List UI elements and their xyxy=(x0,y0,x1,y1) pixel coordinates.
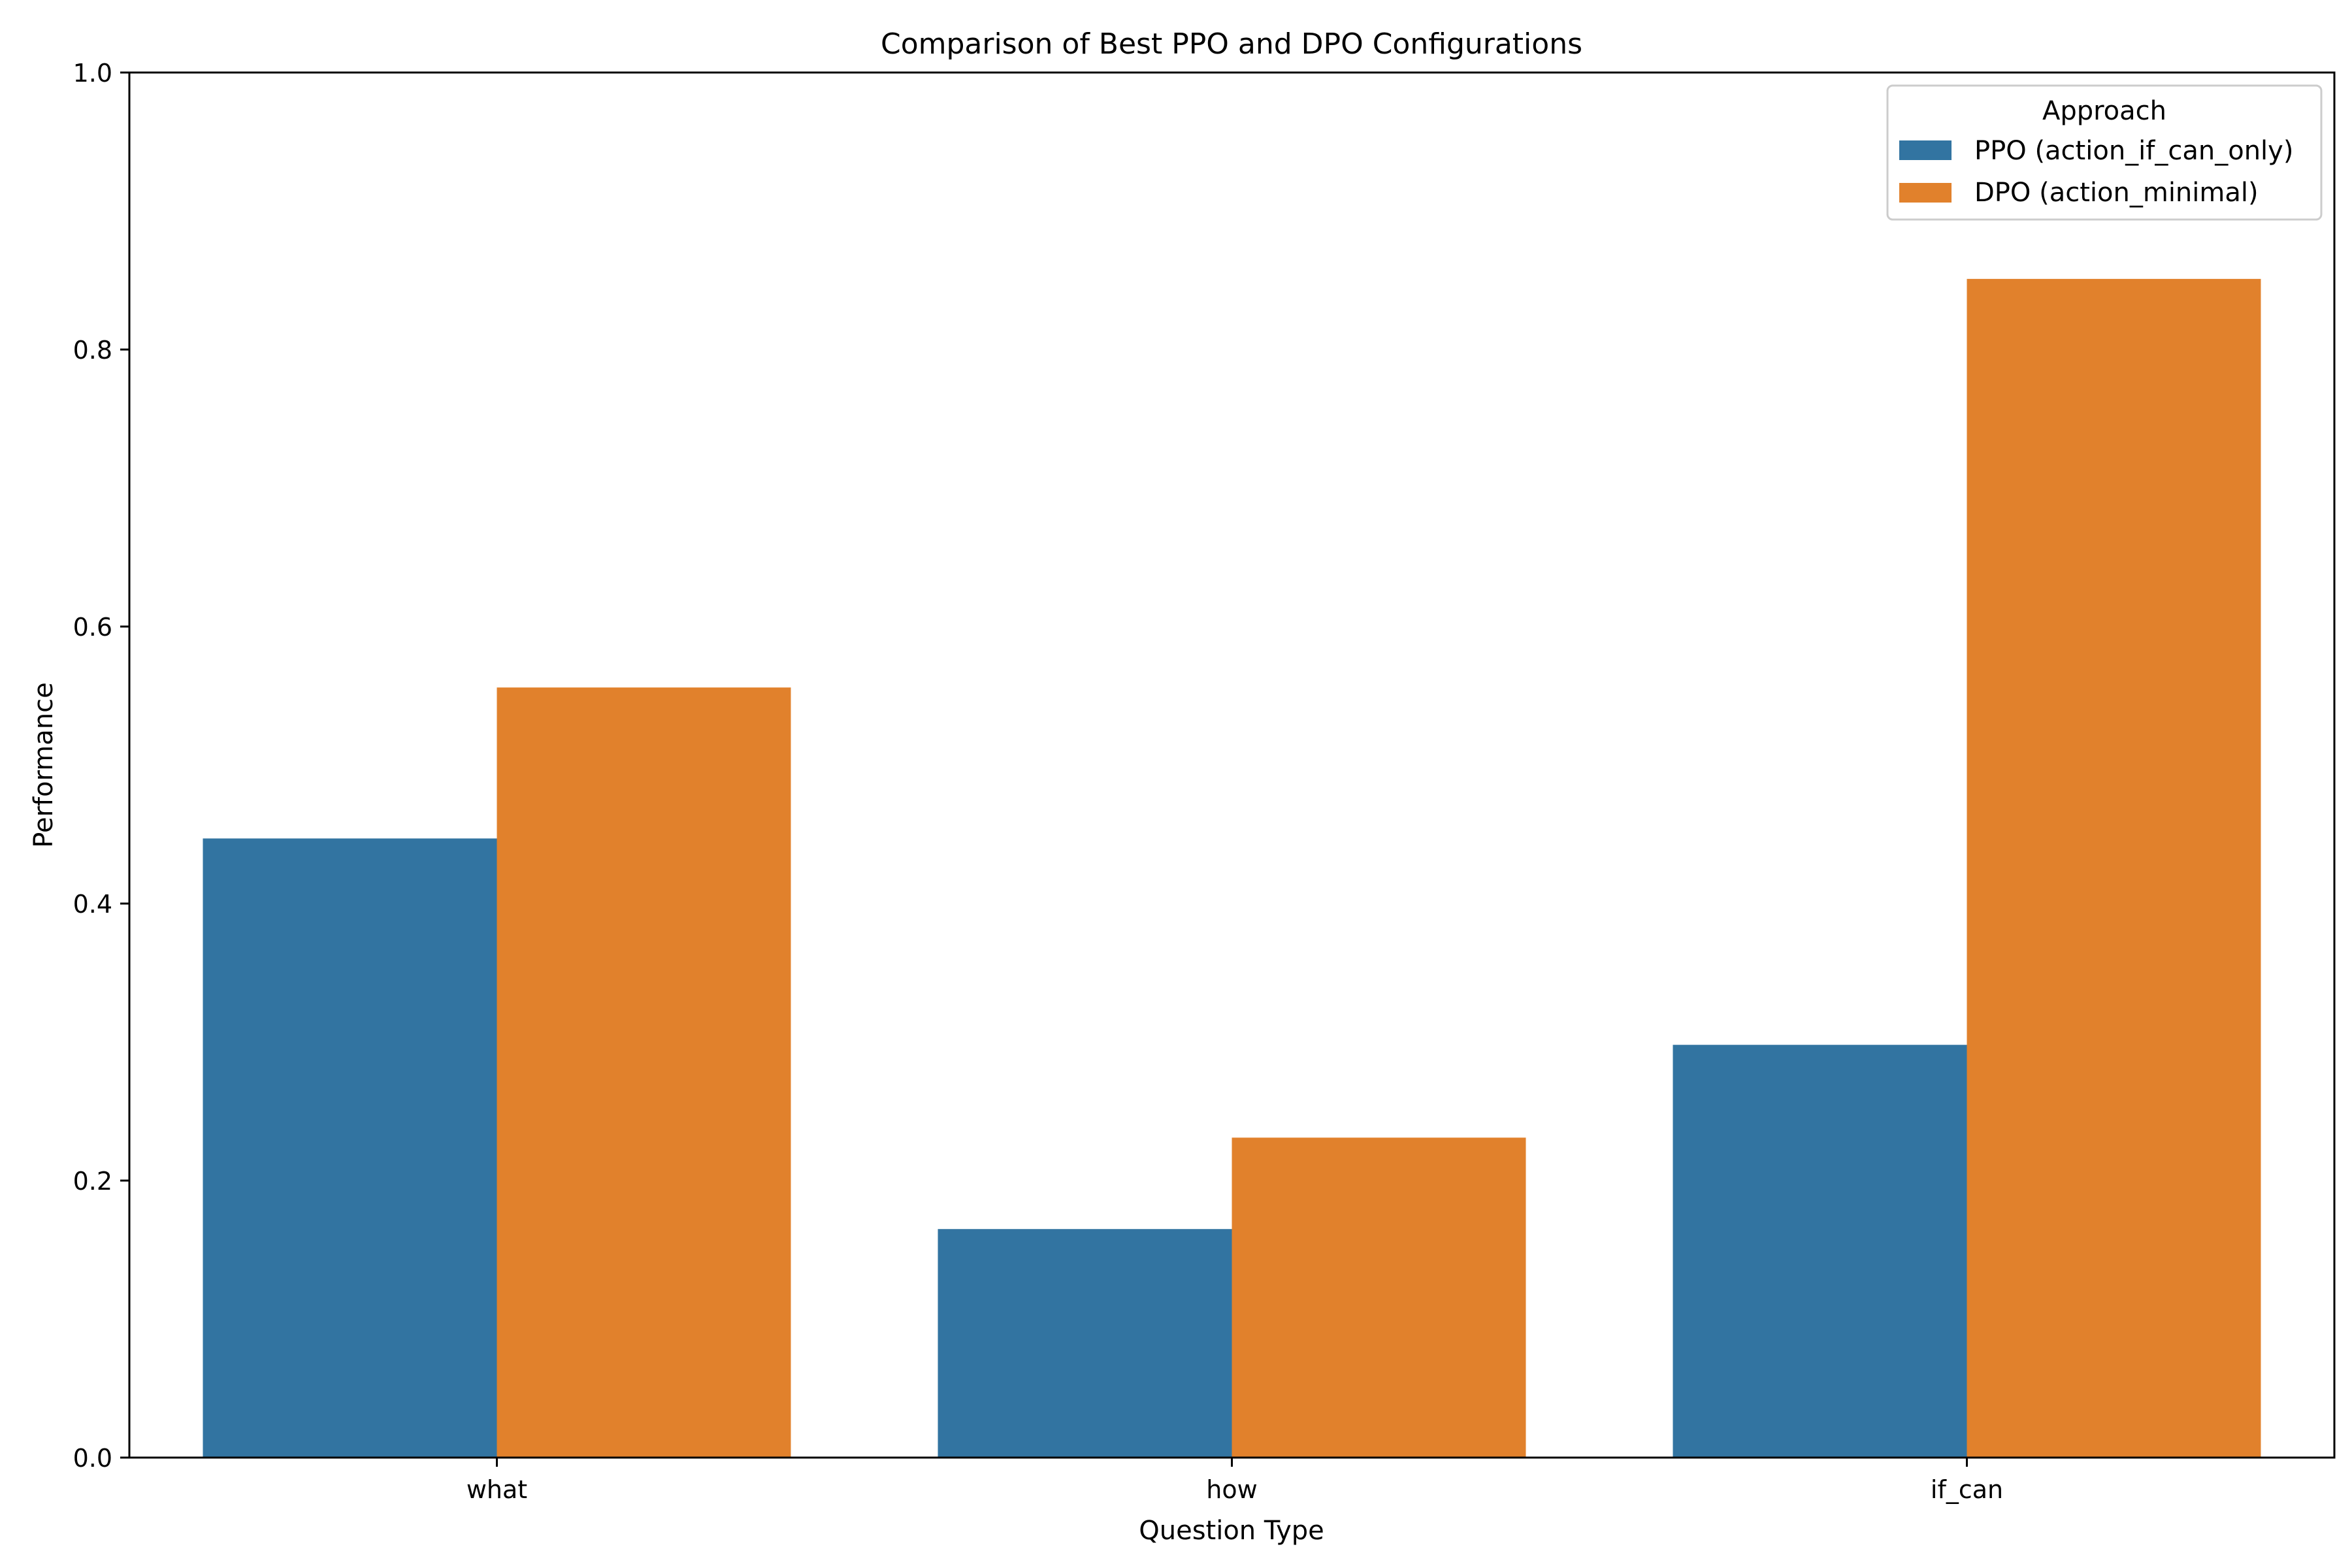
x-tick-label: what xyxy=(466,1475,527,1504)
chart-title: Comparison of Best PPO and DPO Configura… xyxy=(881,27,1582,61)
legend-label-dpo: DPO (action_minimal) xyxy=(1974,178,2259,208)
bar-dpo-what xyxy=(497,687,791,1458)
legend-title: Approach xyxy=(2042,96,2166,126)
y-tick-label: 0.4 xyxy=(73,890,112,919)
y-tick-label: 0.0 xyxy=(73,1444,112,1473)
legend-label-ppo: PPO (action_if_can_only) xyxy=(1974,136,2293,166)
bar-ppo-what xyxy=(203,838,497,1458)
y-tick-label: 1.0 xyxy=(73,59,112,88)
x-tick-label: how xyxy=(1206,1475,1257,1504)
legend: Approach PPO (action_if_can_only) DPO (a… xyxy=(1886,84,2323,221)
y-tick-label: 0.6 xyxy=(73,613,112,642)
y-tick-label: 0.8 xyxy=(73,336,112,365)
bar-ppo-if-can xyxy=(1673,1045,1967,1458)
y-axis-label: Performance xyxy=(29,682,59,847)
y-axis-ticks: 0.0 0.2 0.4 0.6 0.8 1.0 xyxy=(73,59,129,1473)
x-axis-ticks: what how if_can xyxy=(466,1458,2003,1504)
x-axis-label: Question Type xyxy=(1139,1516,1324,1546)
x-tick-label: if_can xyxy=(1931,1475,2003,1504)
bar-dpo-how xyxy=(1232,1137,1526,1458)
bar-dpo-if-can xyxy=(1967,278,2261,1458)
plot-frame xyxy=(128,71,2336,1459)
bar-ppo-how xyxy=(938,1229,1232,1458)
legend-box xyxy=(1886,84,2323,221)
legend-swatch-ppo xyxy=(1899,140,1952,160)
bars-layer xyxy=(203,278,2261,1458)
legend-swatch-dpo xyxy=(1899,183,1952,203)
y-tick-label: 0.2 xyxy=(73,1167,112,1196)
